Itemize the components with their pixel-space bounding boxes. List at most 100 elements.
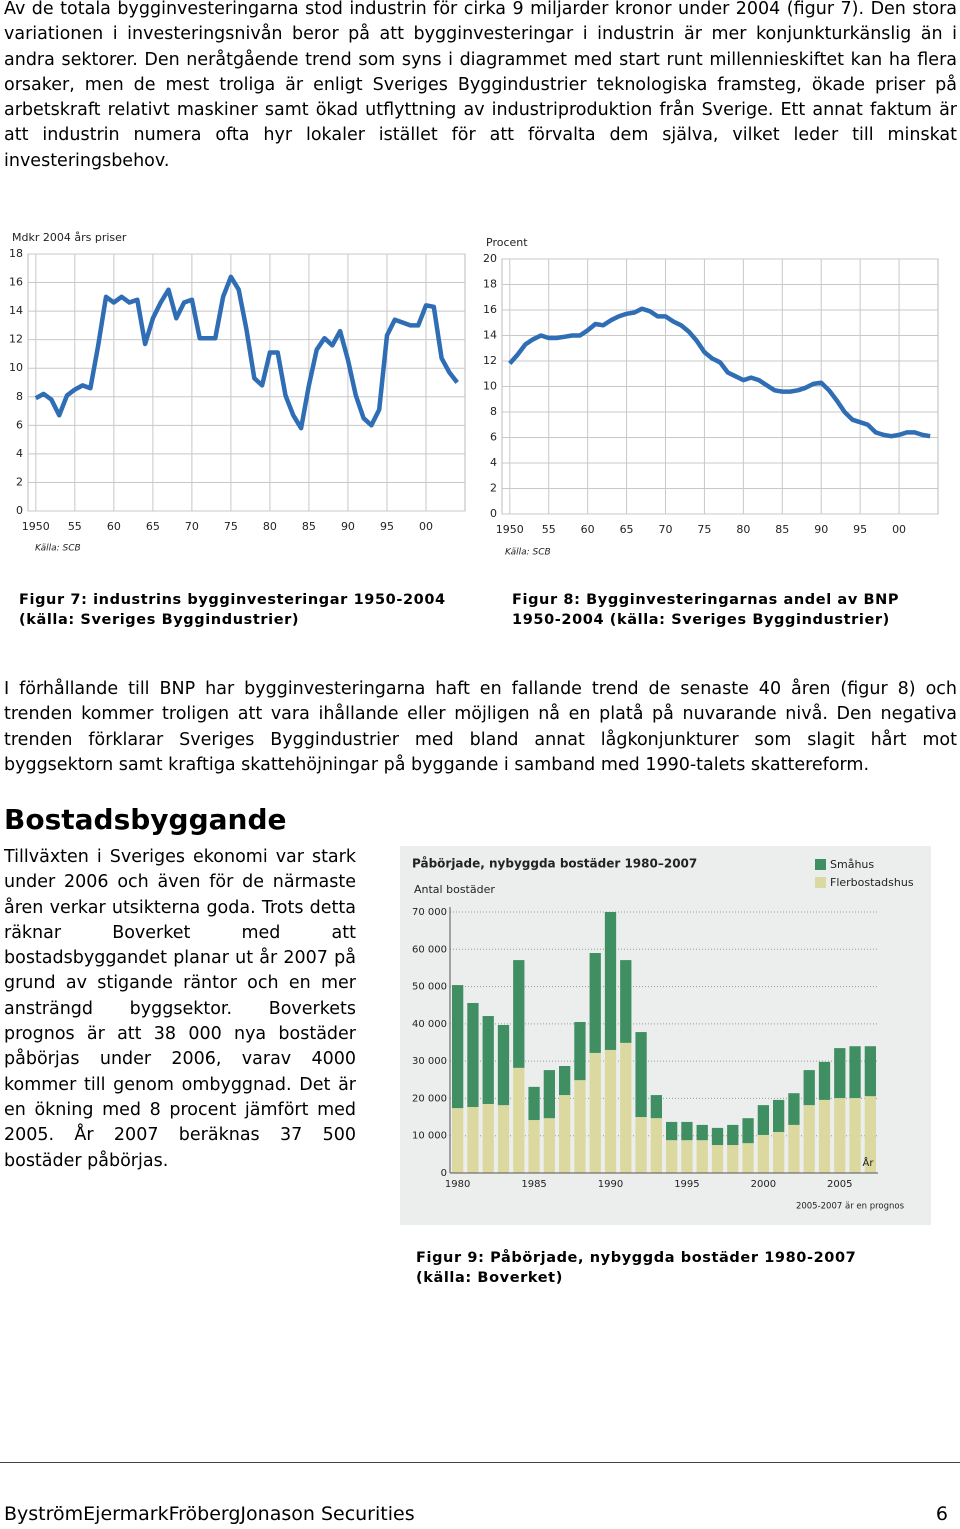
x-tick-label: 00: [419, 520, 433, 533]
x-tick-label: 55: [542, 523, 556, 536]
bar-segment: [742, 1118, 754, 1144]
legend-swatch: [815, 877, 826, 888]
y-tick-label: 2: [490, 482, 497, 495]
y-tick-label: 6: [490, 431, 497, 444]
y-tick-label: 18: [483, 278, 497, 291]
bar-segment: [620, 960, 632, 1043]
x-tick-label: 65: [146, 520, 160, 533]
bar-segment: [696, 1140, 708, 1173]
y-tick-label: 16: [483, 303, 497, 316]
bar-segment: [757, 1105, 769, 1135]
y-tick-label: 6: [16, 418, 23, 431]
bar-segment: [559, 1095, 571, 1173]
bar-segment: [803, 1105, 815, 1173]
bar-segment: [864, 1096, 876, 1173]
bar-segment: [589, 953, 601, 1053]
chart: 0 2 4 6 8 10 12 14 16 18 20 1950 55 60 65 70 75 80 85 90 95 0…: [483, 236, 939, 558]
x-tick-label: 80: [736, 523, 750, 536]
x-tick-label: 1990: [598, 1179, 623, 1190]
bar-segment: [452, 1108, 464, 1173]
note: 2005-2007 är en prognos: [796, 1202, 905, 1212]
bar-segment: [773, 1131, 785, 1173]
x-tick-label: 80: [263, 520, 277, 533]
paragraph: I förhållande till BNP har bygginvesteri…: [4, 679, 957, 775]
bar-segment: [528, 1120, 540, 1173]
bar-segment: [696, 1124, 708, 1141]
y-tick-label: 8: [490, 405, 497, 418]
bar-segment: [681, 1121, 693, 1141]
bar-segment: [788, 1093, 800, 1125]
bar-segment: [818, 1099, 831, 1173]
paragraph: Tillväxten i Sveriges ekonomi var stark …: [4, 847, 356, 1171]
bar-segment: [635, 1032, 647, 1118]
legend-label: Småhus: [830, 858, 874, 871]
x-tick-label: 65: [620, 523, 634, 536]
x-tick-label: 70: [185, 520, 199, 533]
x-tick-label: 85: [302, 520, 316, 533]
bar-segment: [528, 1086, 540, 1121]
bar-segment: [482, 1104, 494, 1173]
x-tick-label: 2000: [751, 1179, 776, 1190]
y-tick-label: 18: [9, 247, 23, 260]
caption: Figur 8: Bygginvesteringarnas andel av B…: [512, 592, 900, 628]
legend-swatch: [815, 859, 826, 870]
y-tick-label: 4: [16, 447, 23, 460]
bar-segment: [711, 1145, 724, 1173]
bar-segment: [635, 1117, 647, 1173]
plot-area: [27, 253, 466, 512]
bar-segment: [513, 960, 525, 1068]
x-tick-label: 85: [775, 523, 789, 536]
y-tick-label: 10 000: [412, 1131, 447, 1142]
bar-segment: [620, 1042, 632, 1173]
x-tick-label: 95: [380, 520, 394, 533]
bar-segment: [666, 1121, 678, 1141]
caption: Figur 9: Påbörjade, nybyggda bostäder 19…: [416, 1250, 857, 1286]
bar-segment: [497, 1024, 510, 1106]
x-tick-label: 1980: [445, 1179, 470, 1190]
x-tick-label: 75: [224, 520, 238, 533]
source: Källa: SCB: [35, 544, 81, 554]
bar-segment: [864, 1046, 876, 1097]
source: Källa: SCB: [505, 548, 551, 558]
x-tick-label: 60: [107, 520, 121, 533]
bar-segment: [727, 1124, 739, 1146]
y-tick-label: 14: [483, 329, 497, 342]
bar-segment: [467, 1002, 479, 1108]
footer-rule: [0, 1462, 960, 1463]
bar-segment: [467, 1107, 479, 1173]
y-tick-label: 10: [483, 380, 497, 393]
y-tick-label: 4: [490, 456, 497, 469]
y-axis-label: Procent: [486, 236, 528, 249]
x-tick-label: 1950: [496, 523, 524, 536]
chart: 0 10 000 20 000 30 000 40 000 50 000 60 000 70 …: [400, 846, 931, 1225]
x-tick-label: 90: [814, 523, 828, 536]
bar-segment: [482, 1016, 494, 1105]
y-tick-label: 12: [483, 354, 497, 367]
chart-title: Påbörjade, nybyggda bostäder 1980–2007: [412, 857, 697, 871]
paragraph: Av de totala bygginvesteringarna stod in…: [4, 0, 957, 171]
y-tick-label: 0: [16, 504, 23, 517]
y-tick-label: 50 000: [412, 982, 447, 993]
bar-segment: [834, 1098, 846, 1173]
bar-segment: [666, 1140, 678, 1173]
x-axis-label: År: [863, 1156, 875, 1169]
bar-segment: [742, 1143, 754, 1173]
bar-segment: [834, 1048, 846, 1099]
bar-segment: [452, 985, 464, 1109]
bar-segment: [681, 1140, 693, 1173]
y-tick-label: 12: [9, 333, 23, 346]
y-tick-label: 0: [441, 1168, 447, 1179]
y-tick-label: 20: [483, 252, 497, 265]
x-tick-label: 95: [853, 523, 867, 536]
x-tick-label: 00: [892, 523, 906, 536]
bar-segment: [604, 1049, 617, 1173]
bar-segment: [559, 1065, 571, 1096]
line: [508, 306, 931, 439]
y-tick-label: 40 000: [412, 1019, 447, 1030]
bar-segment: [803, 1070, 815, 1106]
bar-segment: [757, 1134, 769, 1173]
y-tick-label: 0: [490, 507, 497, 520]
y-tick-label: 14: [9, 304, 23, 317]
y-axis-label: Antal bostäder: [414, 883, 495, 896]
